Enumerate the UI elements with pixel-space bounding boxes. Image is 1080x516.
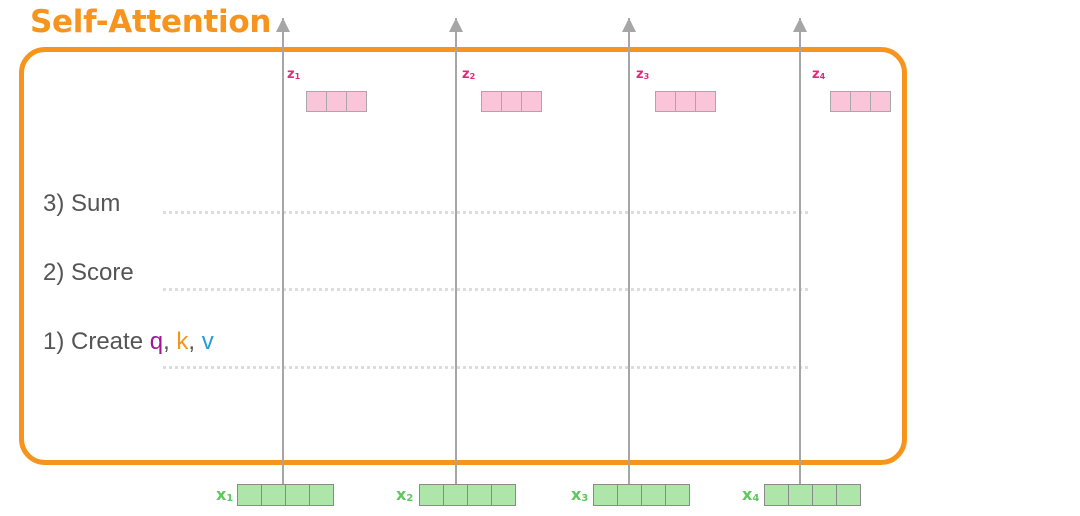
vector-cell <box>467 484 492 506</box>
vector-cell <box>617 484 642 506</box>
step-score-label: 2) Score <box>43 259 134 286</box>
vector-cell <box>346 91 367 112</box>
output-label-z4: z4 <box>812 67 826 82</box>
vector-cell <box>261 484 286 506</box>
vector-cell <box>237 484 262 506</box>
input-label-x4: x4 <box>742 485 760 505</box>
input-vector-x3 <box>593 484 690 506</box>
arrow-up-icon <box>622 18 636 32</box>
output-label-z2: z2 <box>462 67 476 82</box>
vector-cell <box>521 91 542 112</box>
input-vector-x4 <box>764 484 861 506</box>
diagram-title: Self-Attention <box>30 4 272 40</box>
input-label-x1: x1 <box>216 485 234 505</box>
arrow-up-icon <box>793 18 807 32</box>
vector-cell <box>764 484 789 506</box>
vector-cell <box>306 91 327 112</box>
q-symbol: q <box>149 328 164 355</box>
separator-1: , <box>163 328 177 355</box>
vector-cell <box>501 91 522 112</box>
input-label-x2: x2 <box>396 485 414 505</box>
vector-cell <box>309 484 334 506</box>
vector-cell <box>419 484 444 506</box>
arrow-up-icon <box>449 18 463 32</box>
create-dotted-line <box>163 366 808 369</box>
output-vector-z3 <box>655 91 716 112</box>
input-label-x3: x3 <box>571 485 589 505</box>
step-create-prefix: 1) Create <box>43 328 150 355</box>
vector-cell <box>788 484 813 506</box>
arrow-up-icon <box>276 18 290 32</box>
vector-cell <box>695 91 716 112</box>
sum-dotted-line <box>163 211 808 214</box>
vector-cell <box>836 484 861 506</box>
vector-cell <box>665 484 690 506</box>
vector-cell <box>443 484 468 506</box>
vector-cell <box>870 91 891 112</box>
input-vector-x1 <box>237 484 334 506</box>
vector-cell <box>830 91 851 112</box>
vector-cell <box>326 91 347 112</box>
vector-cell <box>641 484 666 506</box>
input-vector-x2 <box>419 484 516 506</box>
step-sum-label: 3) Sum <box>43 190 121 217</box>
vector-cell <box>812 484 837 506</box>
vector-cell <box>285 484 310 506</box>
v-symbol: v <box>201 328 214 355</box>
flow-arrow-4 <box>793 18 807 484</box>
vector-cell <box>655 91 676 112</box>
flow-arrow-3 <box>622 18 636 484</box>
score-dotted-line <box>163 288 808 291</box>
vector-cell <box>675 91 696 112</box>
vector-cell <box>593 484 618 506</box>
output-label-z3: z3 <box>636 67 650 82</box>
self-attention-frame <box>19 47 907 465</box>
separator-2: , <box>188 328 202 355</box>
k-symbol: k <box>176 328 189 355</box>
vector-cell <box>491 484 516 506</box>
output-label-z1: z1 <box>287 67 301 82</box>
vector-cell <box>850 91 871 112</box>
step-create-label: 1) Create q, k, v <box>43 328 214 356</box>
output-vector-z4 <box>830 91 891 112</box>
output-vector-z1 <box>306 91 367 112</box>
flow-arrow-2 <box>449 18 463 484</box>
flow-arrow-1 <box>276 18 290 484</box>
output-vector-z2 <box>481 91 542 112</box>
vector-cell <box>481 91 502 112</box>
